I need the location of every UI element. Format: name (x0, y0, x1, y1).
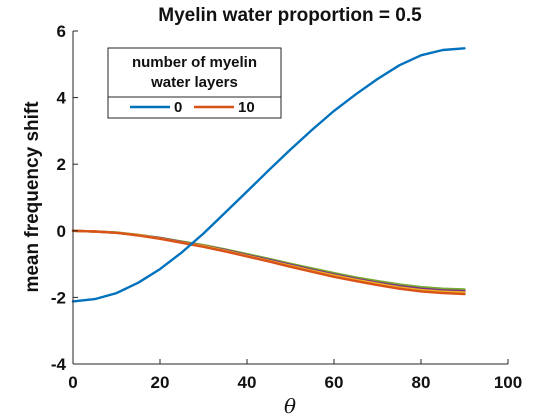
x-tick-label: 60 (325, 373, 344, 392)
x-axis-label: θ (284, 394, 296, 418)
y-axis-label: mean frequency shift (22, 101, 43, 293)
y-tick-label: 6 (57, 22, 66, 41)
x-tick-label: 100 (494, 373, 522, 392)
y-tick-label: 0 (57, 222, 66, 241)
chart-title: Myelin water proportion = 0.5 (158, 5, 422, 26)
y-tick-label: -2 (51, 288, 66, 307)
legend-title: number of myelin (132, 54, 257, 71)
y-tick-label: 4 (57, 89, 67, 108)
series-line-0 (71, 47, 466, 303)
legend-entry-label: 10 (238, 99, 255, 116)
y-tick-label: -4 (51, 355, 67, 374)
x-tick-label: 40 (238, 373, 257, 392)
series-line-1 (71, 229, 466, 296)
x-tick-label: 0 (68, 373, 77, 392)
x-tick-label: 80 (412, 373, 431, 392)
legend: number of myelin water layers 0 10 (107, 47, 282, 119)
x-tick-label: 20 (151, 373, 170, 392)
legend-entry-label: 0 (174, 99, 182, 116)
y-tick-label: 2 (57, 155, 66, 174)
legend-title: water layers (150, 74, 238, 91)
